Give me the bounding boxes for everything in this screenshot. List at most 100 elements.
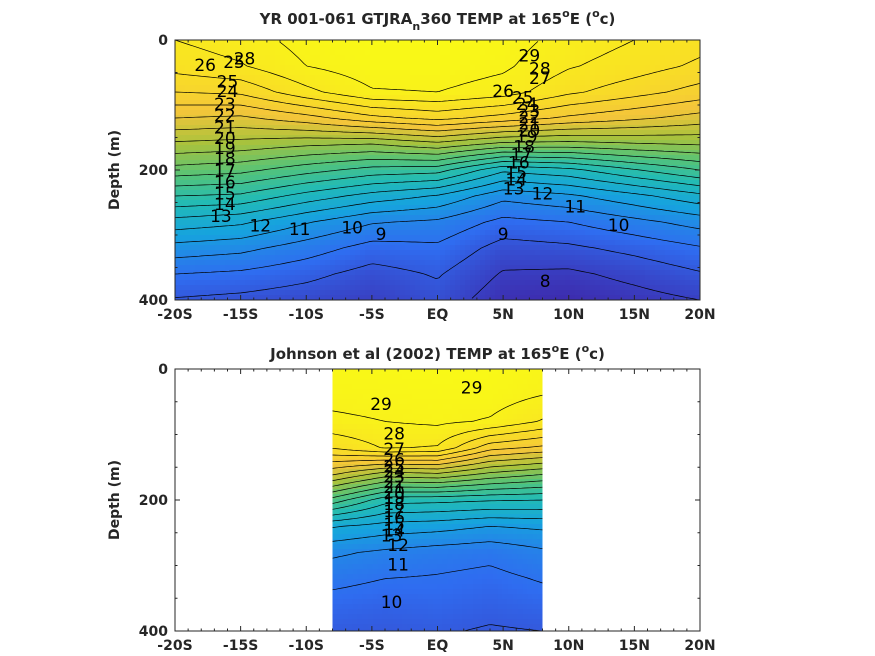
contour-label: 18 [513, 137, 535, 157]
contour-24 [174, 112, 701, 132]
x-axis: -20S -15S -10S -5S EQ 5N 10N 15N 20N [157, 369, 716, 654]
contour-label: 23 [519, 102, 541, 122]
contour-label: 29 [461, 379, 483, 399]
x-axis: -20S -15S -10S -5S EQ 5N 10N 15N 20N [157, 40, 716, 323]
contour-label: 10 [608, 216, 630, 236]
contour-label: 13 [210, 207, 232, 227]
chart-title: YR 001-061 GTJRAn360 TEMP at 165oE (oc) [259, 7, 616, 33]
contour-13 [332, 525, 543, 542]
contour-label: 17 [383, 502, 405, 522]
y-axis: 0 200 400 [139, 33, 700, 309]
contour-labels: 29 29 282726252423222120191817161514131211… [370, 379, 482, 613]
contour-label: 20 [214, 129, 236, 149]
contour-label: 12 [249, 217, 271, 237]
title-part: YR 001-061 GTJRA [259, 10, 413, 28]
contour-label: 22 [383, 473, 405, 493]
x-tick-label: 5N [492, 638, 513, 654]
contour-label: 14 [505, 170, 527, 190]
y-tick-label: 400 [139, 624, 168, 640]
contour-label: 24 [383, 462, 405, 482]
contour-28 [332, 418, 543, 449]
contour-label: 12 [387, 536, 409, 556]
contour-label: 25 [217, 72, 239, 92]
contour-lines [174, 39, 701, 301]
contour-label: 27 [383, 440, 405, 460]
contour-22 [332, 462, 543, 481]
contour-label: 20 [383, 483, 405, 503]
y-axis: 0 200 400 [139, 362, 700, 640]
contour-23 [332, 457, 543, 476]
contour-label: 18 [383, 495, 405, 515]
contour-19 [174, 151, 701, 177]
contour-label: 11 [289, 220, 311, 240]
contour-label: 16 [383, 508, 405, 528]
title-part: o [562, 7, 570, 20]
contour-label: 28 [234, 50, 256, 70]
x-tick-label: 15N [619, 307, 650, 323]
contour-label: 15 [214, 185, 236, 205]
x-tick-label: -10S [289, 638, 324, 654]
x-tick-label: -5S [359, 307, 385, 323]
title-part: c) [600, 10, 616, 28]
contour-label: 11 [387, 556, 409, 576]
temperature-field [175, 40, 700, 300]
y-axis-label: Depth (m) [107, 460, 123, 540]
x-tick-label: EQ [427, 638, 449, 654]
x-tick-label: -20S [157, 638, 192, 654]
contour-label: 21 [214, 118, 236, 138]
x-tick-label: 20N [684, 307, 715, 323]
panel-2: 29 29 282726252423222120191817161514131211… [107, 342, 716, 654]
contour-16 [332, 499, 543, 516]
y-tick-label: 0 [158, 362, 168, 378]
contour-label: 18 [214, 150, 236, 170]
contour-21 [332, 468, 543, 487]
title-part: E ( [570, 10, 592, 28]
contour-9 [471, 268, 701, 301]
contour-label: 21 [383, 478, 405, 498]
contour-label: 27 [529, 69, 551, 89]
contour-label: 23 [214, 95, 236, 115]
contour-label: 21 [519, 115, 541, 135]
contour-label: 15 [505, 163, 527, 183]
contour-label: 10 [341, 219, 363, 239]
contour-17 [174, 161, 701, 197]
title-part: 360 TEMP at 165 [420, 10, 562, 28]
contour-14 [174, 180, 701, 231]
contour-label: 26 [492, 82, 514, 102]
title-part: Johnson et al (2002) TEMP at 165 [269, 345, 552, 363]
contour-label: 23 [383, 468, 405, 488]
contour-15 [332, 508, 543, 522]
contour-label: 12 [532, 185, 554, 205]
contour-14 [332, 517, 543, 528]
x-tick-label: -10S [289, 307, 324, 323]
contour-label: 22 [519, 108, 541, 128]
contour-29 [332, 394, 543, 426]
contour-16 [174, 165, 701, 208]
title-part: o [552, 342, 560, 355]
contour-label: 9 [376, 225, 387, 245]
contour-label: 17 [214, 161, 236, 181]
title-part: o [592, 7, 600, 20]
contour-label: 26 [383, 451, 405, 471]
x-tick-label: -15S [223, 638, 258, 654]
contour-11 [174, 216, 701, 275]
x-tick-label: -15S [223, 307, 258, 323]
y-axis-label: Depth (m) [107, 130, 123, 210]
contour-20 [174, 146, 701, 166]
contour-23 [174, 123, 701, 137]
contour-28 [174, 39, 635, 102]
contour-label: 25 [512, 89, 534, 109]
contour-label: 24 [217, 82, 239, 102]
contour-label: 15 [383, 515, 405, 535]
contour-label: 17 [511, 146, 533, 166]
contour-22 [174, 134, 701, 143]
contour-18 [174, 156, 701, 187]
contour-label: 14 [383, 521, 405, 541]
contour-label: 10 [381, 593, 403, 613]
contour-label: 14 [214, 195, 236, 215]
title-part: c) [589, 345, 605, 363]
contour-17 [332, 493, 543, 510]
x-tick-label: -20S [157, 307, 192, 323]
